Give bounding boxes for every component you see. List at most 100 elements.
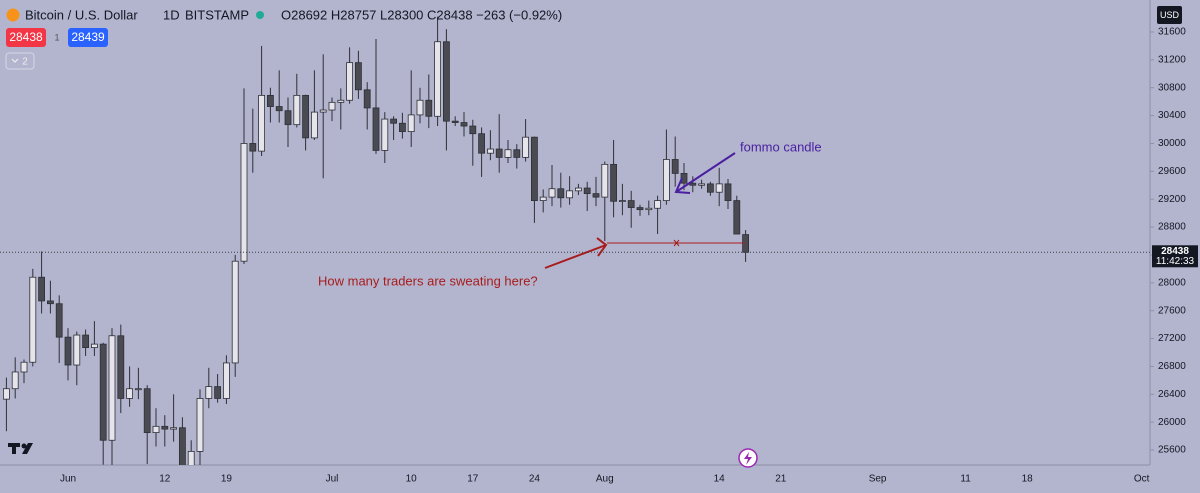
candle-body	[55, 303, 63, 338]
y-tick-label: 26000	[1158, 417, 1186, 428]
annotation-text: How many traders are sweating here?	[318, 273, 538, 288]
candle-body	[47, 300, 54, 305]
candle-body	[566, 190, 573, 199]
candle-body	[733, 200, 741, 235]
candle-body	[91, 343, 98, 349]
market-status	[256, 11, 264, 19]
x-tick-label: 21	[775, 474, 787, 485]
candle-body	[619, 200, 626, 202]
candle-body	[108, 335, 116, 441]
candle-body	[645, 207, 653, 211]
candle-body	[73, 334, 81, 366]
indicator-count[interactable]: 2	[22, 57, 28, 68]
candle-body	[214, 386, 222, 399]
y-tick-label: 30000	[1158, 138, 1186, 149]
candle-body	[416, 99, 424, 116]
interval[interactable]: 1D	[163, 7, 180, 22]
candle-body	[557, 188, 565, 199]
currency[interactable]: USD	[1160, 10, 1180, 20]
x-tick-label: Oct	[1134, 474, 1150, 485]
last-price-box	[1152, 245, 1198, 268]
x-tick-label: 11	[960, 474, 971, 485]
bolt	[744, 452, 752, 465]
x-tick-label: 14	[714, 474, 726, 485]
x-tick-label: 10	[406, 474, 418, 485]
exchange: BITSTAMP	[185, 7, 249, 22]
candle-body	[636, 207, 644, 211]
candle-body	[337, 99, 345, 103]
x-tick-label: 24	[529, 474, 541, 485]
y-tick-label: 27600	[1158, 305, 1186, 316]
candle-body	[82, 334, 89, 349]
candle-body	[390, 118, 398, 124]
tradingview-logo	[8, 443, 33, 454]
candle-body	[205, 386, 213, 399]
candle-body	[240, 143, 248, 262]
candle-body	[266, 94, 274, 107]
candle-body	[707, 183, 714, 193]
candle-body	[724, 183, 732, 201]
candle-body	[196, 398, 204, 452]
candle-body	[627, 200, 635, 208]
x-tick-label: 17	[467, 474, 479, 485]
candle-body	[715, 183, 723, 193]
candle-body	[495, 148, 503, 158]
candle-body	[178, 427, 186, 465]
candle-body	[117, 335, 125, 399]
candle-body	[575, 187, 582, 192]
x-tick-label: 18	[1022, 474, 1034, 485]
annotation-arrow	[544, 244, 607, 269]
candle-body	[249, 143, 257, 152]
candle-body	[302, 94, 310, 139]
candle-body	[451, 120, 459, 123]
candle-body	[319, 109, 327, 113]
candle-body	[258, 94, 266, 152]
currency-button[interactable]	[1157, 6, 1182, 24]
y-tick-label: 28000	[1158, 277, 1186, 288]
indicators-toggle[interactable]	[5, 52, 35, 70]
x-tick-label: Aug	[596, 474, 614, 485]
candle-body	[231, 260, 239, 364]
candle-body	[663, 159, 670, 201]
y-tick-label: 31600	[1158, 27, 1186, 38]
candle-body	[398, 122, 406, 133]
candle-body	[11, 371, 19, 390]
y-tick-label: 25600	[1158, 445, 1186, 456]
candle-body	[460, 122, 468, 127]
candle-body	[592, 193, 600, 198]
x-tick-label: 19	[221, 474, 233, 485]
candle-body	[372, 107, 380, 151]
y-tick-label: 27200	[1158, 333, 1186, 344]
y-tick-label: 30800	[1158, 82, 1186, 93]
x-tick-label: Jul	[326, 474, 339, 485]
sell-button[interactable]	[6, 28, 46, 47]
candle-body	[513, 149, 521, 158]
candle-body	[354, 62, 362, 91]
symbol-name[interactable]: Bitcoin / U.S. Dollar	[25, 7, 138, 22]
bid-price[interactable]: 28438	[9, 30, 43, 44]
candle-body	[275, 106, 283, 112]
candle-body	[539, 196, 547, 201]
candle-body	[3, 388, 10, 400]
candle-body	[126, 388, 133, 399]
candle-body	[425, 99, 433, 117]
ask-price[interactable]: 28439	[71, 30, 105, 44]
candle-body	[469, 125, 477, 135]
annotation-arrow	[675, 152, 736, 193]
candle-body	[20, 361, 28, 373]
candle-body	[407, 114, 415, 133]
spread: 1	[54, 32, 59, 42]
buy-button[interactable]	[68, 28, 108, 47]
candle-body	[284, 110, 292, 126]
candle-body	[689, 182, 697, 186]
candle-body	[29, 276, 37, 363]
y-tick-label: 30400	[1158, 110, 1186, 121]
candle-body	[610, 163, 617, 202]
candle-body	[310, 111, 318, 139]
candle-body	[442, 41, 450, 122]
candle-body	[170, 427, 178, 430]
candle-body	[143, 388, 151, 434]
candle-body	[346, 62, 354, 101]
last-price-label: 28438	[1161, 246, 1189, 257]
